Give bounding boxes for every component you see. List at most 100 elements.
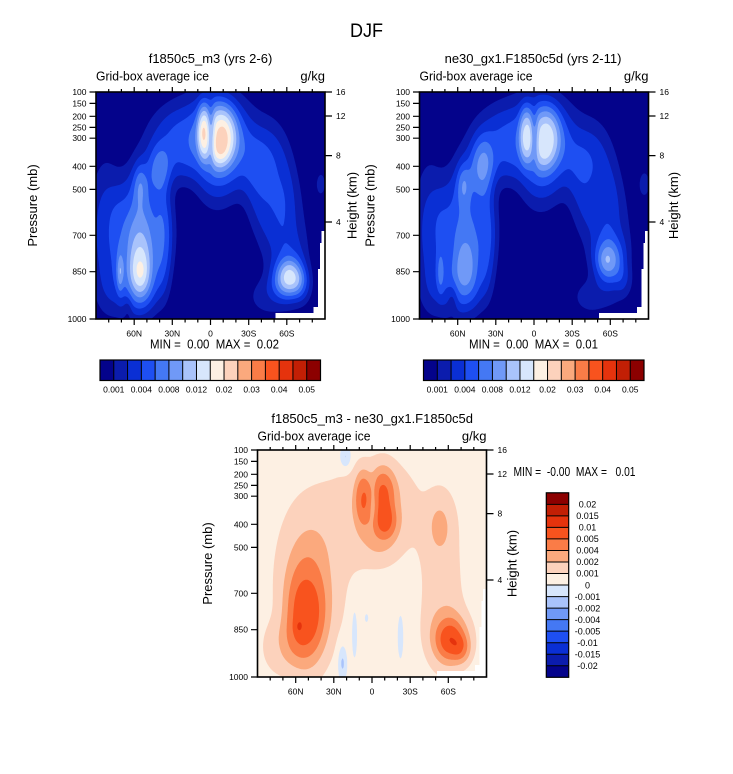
svg-text:400: 400 (72, 161, 86, 171)
svg-text:30S: 30S (403, 687, 418, 697)
svg-text:0.005: 0.005 (576, 534, 599, 544)
svg-text:0.008: 0.008 (158, 385, 180, 395)
svg-text:200: 200 (72, 111, 86, 121)
svg-text:30S: 30S (241, 329, 256, 339)
svg-text:12: 12 (336, 111, 346, 121)
svg-text:MIN = -0.00 MAX = 0.01: MIN = -0.00 MAX = 0.01 (514, 465, 636, 479)
svg-text:0: 0 (370, 687, 375, 697)
svg-text:700: 700 (234, 588, 248, 598)
svg-text:12: 12 (498, 469, 508, 479)
svg-text:60N: 60N (288, 687, 304, 697)
svg-text:f1850c5_m3 (yrs 2-6): f1850c5_m3 (yrs 2-6) (149, 51, 273, 66)
svg-text:500: 500 (72, 184, 86, 194)
svg-text:850: 850 (234, 625, 248, 635)
svg-text:-0.01: -0.01 (577, 638, 598, 648)
svg-text:0.01: 0.01 (579, 523, 597, 533)
svg-text:1000: 1000 (229, 672, 248, 682)
svg-text:400: 400 (234, 519, 248, 529)
svg-text:250: 250 (72, 122, 86, 132)
svg-text:0: 0 (208, 329, 213, 339)
svg-text:4: 4 (660, 217, 665, 227)
svg-text:-0.005: -0.005 (575, 626, 601, 636)
svg-text:Height (km): Height (km) (505, 530, 520, 597)
svg-text:100: 100 (72, 87, 86, 97)
svg-text:DJF: DJF (350, 21, 383, 42)
svg-text:0.05: 0.05 (298, 385, 315, 395)
svg-text:60S: 60S (441, 687, 456, 697)
svg-text:Pressure (mb): Pressure (mb) (363, 164, 378, 246)
svg-text:1000: 1000 (68, 314, 87, 324)
svg-text:0.02: 0.02 (216, 385, 233, 395)
svg-text:0.012: 0.012 (509, 385, 531, 395)
svg-text:Pressure (mb): Pressure (mb) (200, 522, 215, 604)
svg-text:500: 500 (234, 542, 248, 552)
svg-text:0.004: 0.004 (131, 385, 153, 395)
svg-text:Height (km): Height (km) (666, 172, 681, 239)
svg-text:60N: 60N (126, 329, 142, 339)
svg-text:250: 250 (396, 122, 410, 132)
svg-text:-0.004: -0.004 (575, 615, 601, 625)
svg-text:300: 300 (72, 133, 86, 143)
svg-text:0.012: 0.012 (186, 385, 208, 395)
svg-text:0: 0 (585, 580, 590, 590)
svg-text:300: 300 (396, 133, 410, 143)
svg-text:0.03: 0.03 (243, 385, 260, 395)
svg-text:Grid-box average ice: Grid-box average ice (420, 69, 533, 84)
svg-text:0.004: 0.004 (576, 546, 599, 556)
svg-text:150: 150 (72, 98, 86, 108)
svg-text:150: 150 (234, 456, 248, 466)
svg-text:Pressure (mb): Pressure (mb) (25, 164, 40, 246)
svg-text:0.04: 0.04 (271, 385, 288, 395)
svg-text:g/kg: g/kg (462, 429, 487, 444)
svg-text:1000: 1000 (391, 314, 410, 324)
svg-text:-0.02: -0.02 (577, 661, 598, 671)
svg-text:-0.001: -0.001 (575, 592, 601, 602)
svg-text:250: 250 (234, 480, 248, 490)
svg-text:850: 850 (396, 267, 410, 277)
svg-text:16: 16 (336, 87, 346, 97)
svg-text:8: 8 (498, 509, 503, 519)
svg-text:300: 300 (234, 491, 248, 501)
svg-text:8: 8 (336, 151, 341, 161)
svg-text:0.001: 0.001 (103, 385, 125, 395)
svg-text:0.015: 0.015 (576, 511, 599, 521)
svg-text:400: 400 (396, 161, 410, 171)
svg-text:0.001: 0.001 (427, 385, 449, 395)
svg-text:-0.002: -0.002 (575, 603, 601, 613)
svg-text:30N: 30N (488, 329, 504, 339)
svg-text:8: 8 (660, 151, 665, 161)
svg-text:700: 700 (72, 230, 86, 240)
svg-text:60N: 60N (450, 329, 466, 339)
svg-text:0.002: 0.002 (576, 557, 599, 567)
svg-text:30N: 30N (165, 329, 181, 339)
svg-text:60S: 60S (279, 329, 294, 339)
svg-text:MIN = 0.00 MAX = 0.01: MIN = 0.00 MAX = 0.01 (469, 337, 598, 352)
svg-text:30S: 30S (565, 329, 580, 339)
svg-text:0.05: 0.05 (622, 385, 639, 395)
svg-text:Grid-box average ice: Grid-box average ice (258, 429, 371, 444)
svg-text:200: 200 (396, 111, 410, 121)
svg-text:850: 850 (72, 267, 86, 277)
svg-text:30N: 30N (326, 687, 342, 697)
svg-text:700: 700 (396, 230, 410, 240)
svg-text:g/kg: g/kg (300, 69, 325, 84)
svg-text:16: 16 (660, 87, 670, 97)
svg-text:60S: 60S (603, 329, 618, 339)
svg-text:0.04: 0.04 (594, 385, 611, 395)
svg-text:Grid-box average ice: Grid-box average ice (96, 69, 209, 84)
svg-text:-0.015: -0.015 (575, 649, 601, 659)
svg-text:0.001: 0.001 (576, 569, 599, 579)
svg-text:200: 200 (234, 469, 248, 479)
svg-text:4: 4 (336, 217, 341, 227)
svg-text:500: 500 (396, 184, 410, 194)
svg-text:0.03: 0.03 (567, 385, 584, 395)
svg-text:0.02: 0.02 (539, 385, 556, 395)
svg-text:g/kg: g/kg (624, 69, 649, 84)
svg-text:100: 100 (234, 445, 248, 455)
svg-text:0.008: 0.008 (482, 385, 504, 395)
svg-text:0.02: 0.02 (579, 500, 597, 510)
svg-text:Height (km): Height (km) (345, 172, 360, 239)
svg-text:0.004: 0.004 (454, 385, 476, 395)
svg-text:f1850c5_m3 - ne30_gx1.F1850c5d: f1850c5_m3 - ne30_gx1.F1850c5d (271, 411, 473, 426)
svg-text:100: 100 (396, 87, 410, 97)
